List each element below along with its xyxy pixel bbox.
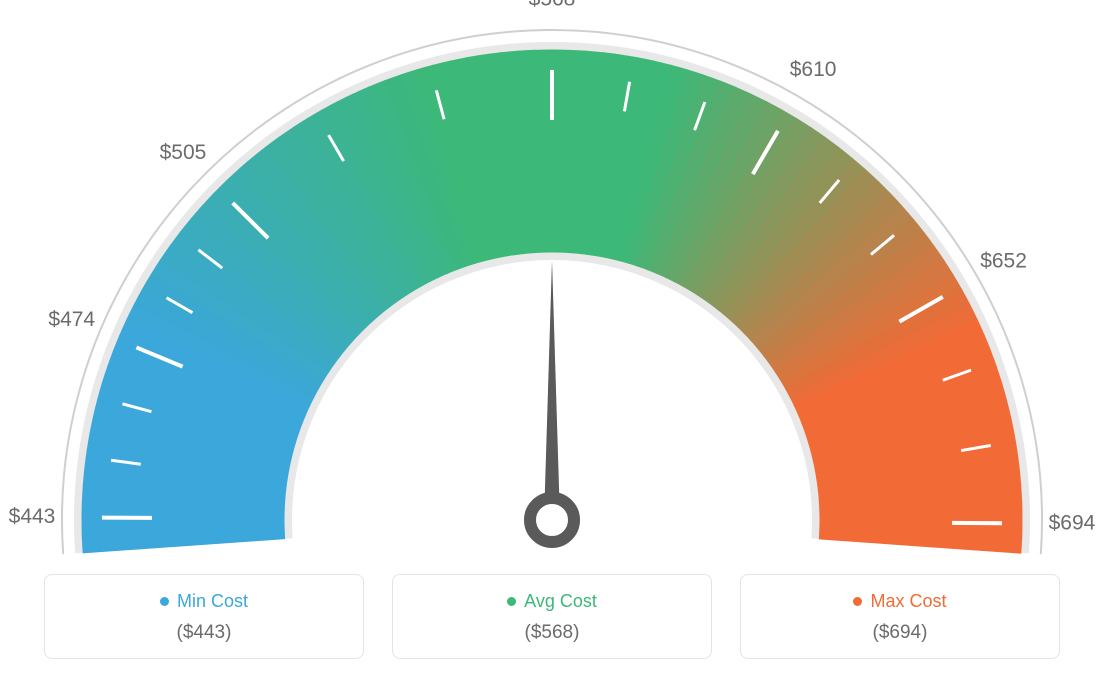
gauge-tick-label: $694 <box>1049 511 1096 534</box>
legend-value-max: ($694) <box>741 622 1059 644</box>
gauge-tick-label: $610 <box>790 58 837 81</box>
legend-top-max: Max Cost <box>741 591 1059 612</box>
gauge-tick-label: $474 <box>48 308 95 331</box>
gauge-tick-label: $568 <box>529 0 576 11</box>
legend-value-avg: ($568) <box>393 622 711 644</box>
legend-card-min: Min Cost ($443) <box>44 574 364 659</box>
legend-row: Min Cost ($443) Avg Cost ($568) Max Cost… <box>0 574 1104 659</box>
gauge-svg: $443 $474 $505 $568 $610 $652 $694 <box>0 0 1104 570</box>
legend-label-avg: Avg Cost <box>524 591 597 612</box>
legend-dot-max <box>853 597 862 606</box>
legend-value-min: ($443) <box>45 622 363 644</box>
legend-dot-min <box>160 597 169 606</box>
legend-top-avg: Avg Cost <box>393 591 711 612</box>
gauge-needle-hub <box>530 498 574 542</box>
gauge-tick-label: $652 <box>980 250 1027 273</box>
legend-top-min: Min Cost <box>45 591 363 612</box>
legend-dot-avg <box>507 597 516 606</box>
gauge-tick-label: $505 <box>160 141 207 164</box>
cost-gauge: $443 $474 $505 $568 $610 $652 $694 <box>0 0 1104 570</box>
legend-card-avg: Avg Cost ($568) <box>392 574 712 659</box>
gauge-needle <box>544 260 560 520</box>
legend-card-max: Max Cost ($694) <box>740 574 1060 659</box>
legend-label-max: Max Cost <box>870 591 946 612</box>
legend-label-min: Min Cost <box>177 591 248 612</box>
gauge-tick-label: $443 <box>9 505 56 528</box>
